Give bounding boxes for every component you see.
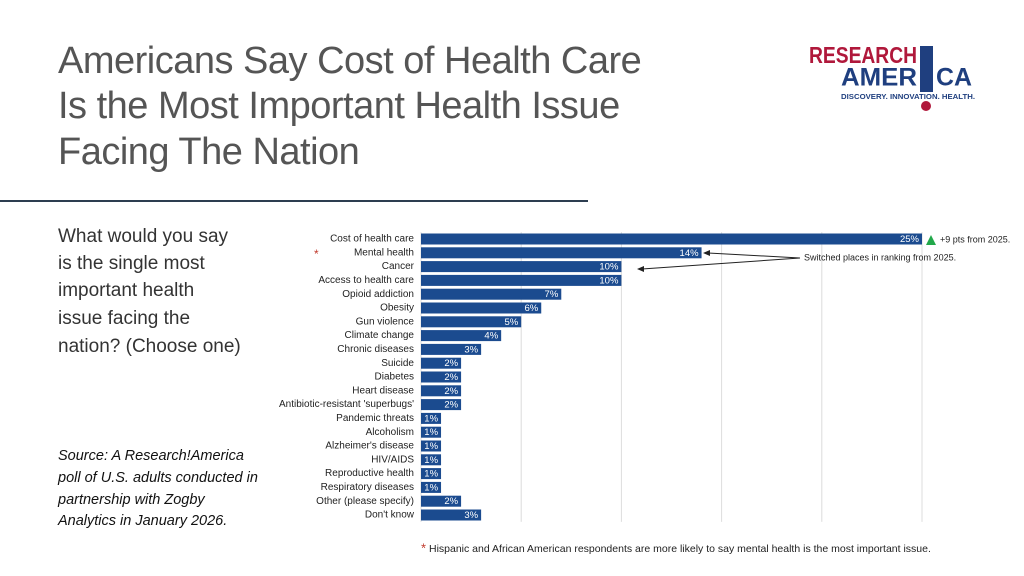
- bar: [421, 399, 462, 411]
- value-label: 2%: [444, 358, 458, 369]
- arrow-head: [637, 266, 644, 272]
- asterisk: *: [314, 247, 319, 261]
- bar: [421, 343, 482, 355]
- value-label: 25%: [900, 234, 920, 245]
- value-label: 1%: [424, 469, 438, 480]
- category-label: Antibiotic-resistant 'superbugs': [279, 399, 414, 410]
- title-line: Is the Most Important Health Issue: [58, 85, 620, 127]
- bar: [421, 288, 562, 300]
- category-label: Other (please specify): [316, 496, 414, 507]
- category-label: Access to health care: [318, 275, 414, 286]
- category-label: Diabetes: [375, 372, 414, 383]
- bar: [421, 371, 462, 383]
- chart: Cost of health care 25% Mental health 14% Ca…: [279, 232, 923, 522]
- up-triangle: [926, 235, 936, 245]
- bar: [421, 357, 462, 369]
- category-label: Opioid addiction: [342, 289, 414, 300]
- value-label: 7%: [545, 289, 559, 300]
- category-label: Alzheimer's disease: [325, 441, 414, 452]
- logo-text: RESEARCH: [809, 42, 917, 68]
- category-label: Gun violence: [356, 316, 415, 327]
- annotation: +9 pts from 2025.: [940, 234, 1010, 244]
- value-label: 1%: [424, 441, 438, 452]
- question-line: is the single most: [58, 253, 206, 274]
- bar: [421, 247, 702, 259]
- arrow: [641, 257, 801, 270]
- category-label: Climate change: [345, 330, 415, 341]
- question-line: issue facing the: [58, 308, 190, 329]
- title-line: Facing The Nation: [58, 131, 359, 173]
- annotations: +9 pts from 2025. Switched places in ran…: [314, 234, 1010, 555]
- category-label: Pandemic threats: [336, 413, 414, 424]
- value-label: 1%: [424, 427, 438, 438]
- value-label: 2%: [444, 496, 458, 507]
- value-label: 2%: [444, 400, 458, 411]
- footnote: Hispanic and African American respondent…: [429, 543, 931, 555]
- value-label: 14%: [680, 248, 700, 259]
- logo-text: CA: [936, 64, 972, 92]
- category-label: Alcoholism: [366, 427, 414, 438]
- value-label: 4%: [484, 331, 498, 342]
- category-label: Respiratory diseases: [321, 482, 414, 493]
- category-label: Reproductive health: [325, 468, 414, 479]
- question-line: important health: [58, 280, 194, 301]
- source-line: Analytics in January 2026.: [57, 513, 227, 529]
- logo: RESEARCH AMER CA DISCOVERY. INNOVATION. …: [809, 42, 975, 111]
- bar: [421, 454, 442, 466]
- bar: [421, 440, 442, 452]
- category-label: Mental health: [354, 247, 414, 258]
- bar: [421, 509, 482, 521]
- bar: [421, 412, 442, 424]
- bar: [421, 302, 542, 314]
- bar: [421, 330, 502, 342]
- title-line: Americans Say Cost of Health Care: [58, 40, 641, 82]
- source-line: partnership with Zogby: [57, 492, 205, 508]
- bar: [421, 233, 922, 245]
- category-label: Cancer: [382, 261, 415, 272]
- bar: [421, 385, 462, 397]
- value-label: 3%: [464, 510, 478, 521]
- category-label: Don't know: [365, 510, 415, 521]
- bar: [421, 316, 522, 328]
- arrow-head: [703, 250, 710, 256]
- question-line: nation? (Choose one): [58, 336, 241, 357]
- bar: [421, 468, 442, 480]
- category-label: Cost of health care: [330, 234, 414, 245]
- logo-dot: [921, 101, 931, 111]
- value-label: 1%: [424, 455, 438, 466]
- value-label: 2%: [444, 372, 458, 383]
- value-label: 1%: [424, 413, 438, 424]
- value-label: 10%: [599, 275, 619, 286]
- value-label: 1%: [424, 482, 438, 493]
- question-line: What would you say: [58, 226, 229, 247]
- bar: [421, 274, 622, 286]
- logo-bar: [920, 46, 933, 92]
- bar: [421, 495, 462, 507]
- category-label: Obesity: [380, 303, 414, 314]
- logo-tagline: DISCOVERY. INNOVATION. HEALTH.: [841, 94, 975, 101]
- value-label: 10%: [599, 262, 619, 273]
- value-label: 2%: [444, 386, 458, 397]
- category-label: Suicide: [381, 358, 414, 369]
- logo-text: AMER: [841, 64, 917, 92]
- value-label: 3%: [464, 344, 478, 355]
- category-label: Heart disease: [352, 385, 414, 396]
- annotation: Switched places in ranking from 2025.: [804, 252, 956, 262]
- value-label: 6%: [525, 303, 539, 314]
- category-label: Chronic diseases: [337, 344, 414, 355]
- asterisk: *: [421, 540, 426, 555]
- source-line: Source: A Research!America: [58, 448, 244, 464]
- bar: [421, 481, 442, 493]
- value-label: 5%: [504, 317, 518, 328]
- source-line: poll of U.S. adults conducted in: [57, 470, 258, 486]
- category-label: HIV/AIDS: [371, 454, 414, 465]
- bar: [421, 261, 622, 273]
- bar: [421, 426, 442, 438]
- arrow: [707, 252, 801, 259]
